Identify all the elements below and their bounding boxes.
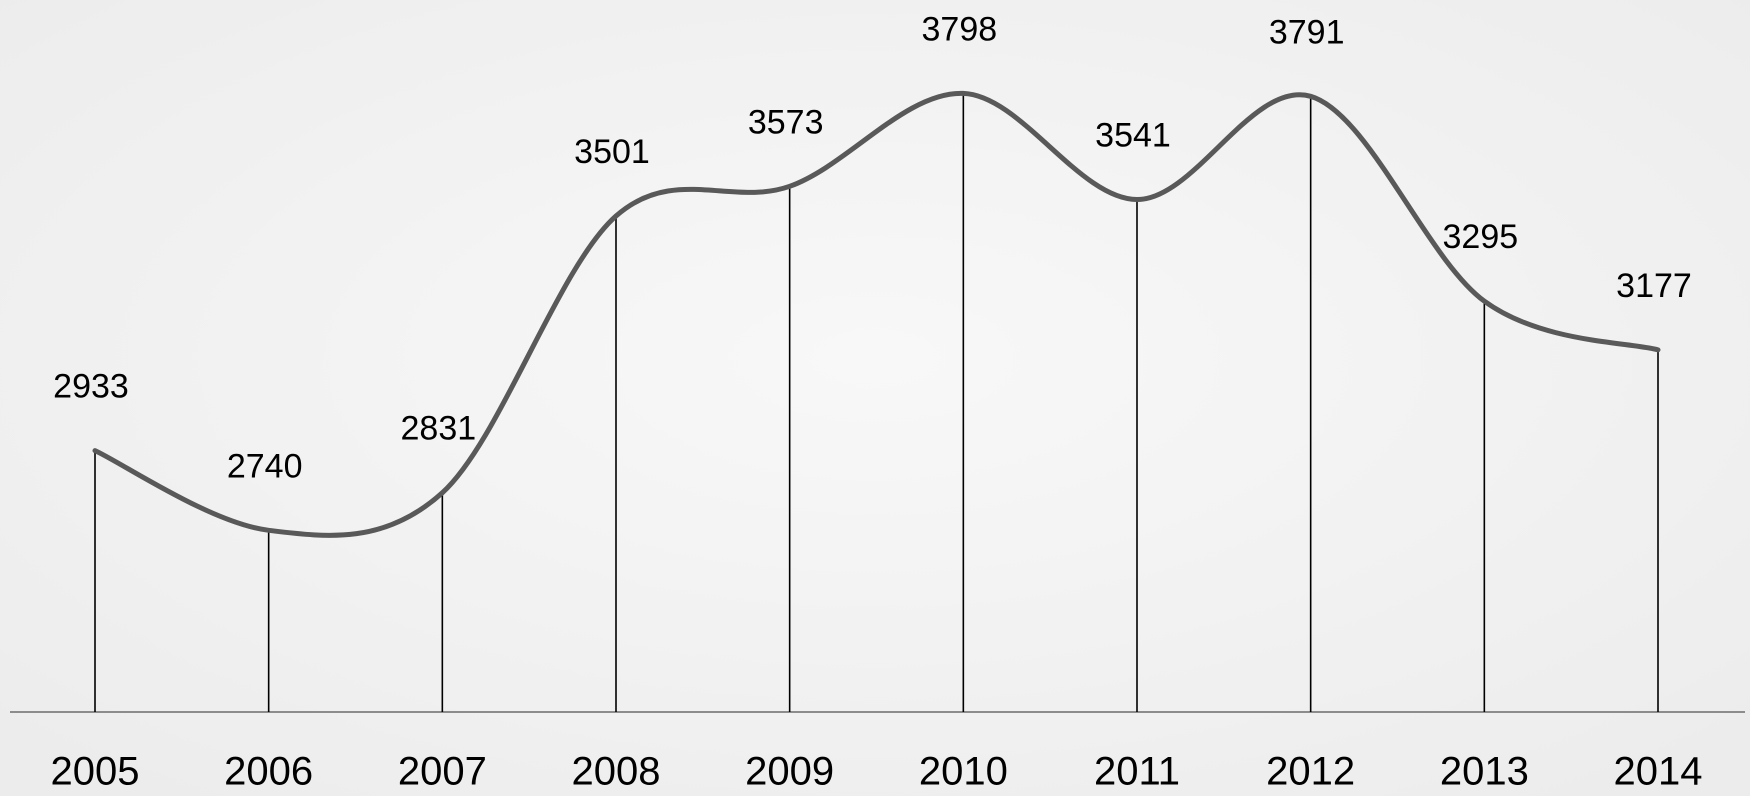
- x-tick-label: 2006: [224, 750, 313, 794]
- data-label: 2740: [227, 447, 303, 485]
- data-label: 3177: [1616, 267, 1692, 305]
- data-label: 3541: [1095, 117, 1171, 155]
- x-tick-label: 2005: [51, 750, 140, 794]
- chart: 2933 2005 2740 2006 2831 2007 3501 2008 3573 2009…: [0, 0, 1750, 796]
- data-label: 3791: [1269, 13, 1345, 51]
- data-label: 3573: [748, 103, 824, 141]
- x-tick-label: 2014: [1614, 750, 1703, 794]
- data-label: 3295: [1443, 218, 1519, 256]
- data-label: 2831: [401, 410, 477, 448]
- data-label: 3501: [574, 133, 650, 171]
- x-tick-label: 2007: [398, 750, 487, 794]
- x-tick-label: 2008: [572, 750, 661, 794]
- x-tick-label: 2011: [1094, 750, 1180, 794]
- data-label: 3798: [922, 10, 998, 48]
- x-tick-label: 2009: [745, 750, 834, 794]
- x-tick-label: 2013: [1440, 750, 1529, 794]
- page: {"chart_data": {"type": "line", "categor…: [0, 0, 1750, 796]
- x-tick-label: 2010: [919, 750, 1008, 794]
- background: [0, 0, 1750, 796]
- data-label: 2933: [53, 368, 129, 406]
- x-tick-label: 2012: [1266, 750, 1355, 794]
